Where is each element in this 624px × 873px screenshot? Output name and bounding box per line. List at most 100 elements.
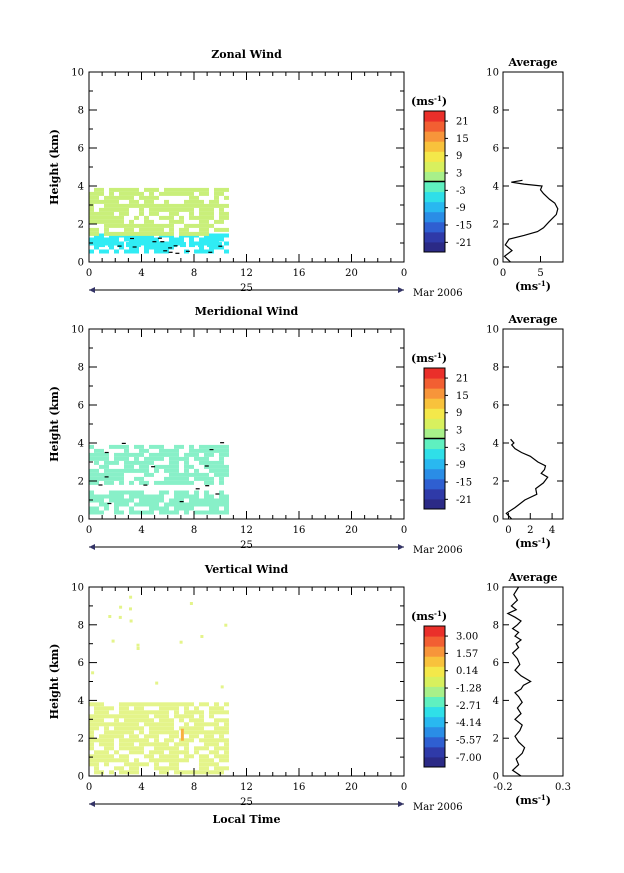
heatmap-cell <box>154 502 159 507</box>
colorbar-tick-label: 3 <box>456 169 462 180</box>
heatmap-cell <box>169 215 174 220</box>
heatmap-cell <box>184 468 189 473</box>
heatmap-cell <box>144 754 149 759</box>
heatmap-cell <box>153 242 159 248</box>
heatmap-cell <box>144 219 149 224</box>
heatmap-cell <box>154 498 159 503</box>
heatmap-cell <box>179 476 184 481</box>
heatmap-cell <box>169 480 174 485</box>
heatmap-cell <box>164 766 169 771</box>
heatmap-cell <box>94 199 99 204</box>
colorbar-segment <box>424 201 445 213</box>
heatmap-cell <box>129 187 134 192</box>
heatmap-cell <box>194 490 199 495</box>
heatmap-cell <box>109 714 114 719</box>
date-bar-arrow <box>398 544 404 550</box>
heatmap-cell <box>214 444 219 449</box>
heatmap-cell <box>184 510 189 515</box>
heatmap-cell <box>119 468 124 473</box>
heatmap-cell <box>124 502 129 507</box>
heatmap-cell <box>209 460 214 465</box>
heatmap-cell <box>224 249 229 254</box>
heatmap-cell <box>199 203 204 208</box>
heatmap-cell <box>104 734 109 739</box>
heatmap-cell <box>159 770 164 775</box>
heatmap-cell <box>94 460 99 465</box>
heatmap-cell <box>94 702 99 707</box>
month-label: Mar 2006 <box>413 802 463 813</box>
y-tick-label: 8 <box>78 620 84 631</box>
heatmap-cell <box>114 490 119 495</box>
x-axis-label: Local Time <box>213 813 281 826</box>
heatmap-cell <box>174 211 179 216</box>
heatmap-cell <box>104 480 109 485</box>
colorbar-tick-label: -15 <box>456 478 472 489</box>
heatmap-cell <box>134 502 139 507</box>
profile-x-tick-label: 5 <box>537 268 543 279</box>
heatmap-cell <box>124 742 129 747</box>
heatmap-cell <box>109 199 114 204</box>
heatmap-cell <box>204 498 209 503</box>
heatmap-cell <box>149 231 154 236</box>
heatmap-cell <box>204 207 209 212</box>
x-tick-label: 4 <box>138 268 144 279</box>
day-label: 25 <box>240 797 253 808</box>
heatmap-cell <box>204 702 209 707</box>
profile-frame <box>502 328 564 520</box>
heatmap-cell <box>194 726 199 731</box>
heatmap-cell <box>184 506 189 511</box>
heatmap-cell <box>179 758 184 763</box>
heatmap-cell <box>219 245 224 250</box>
profile-y-tick-label: 8 <box>493 620 499 631</box>
heatmap-cell <box>179 494 184 499</box>
heatmap-cell <box>129 227 134 232</box>
heatmap-cell <box>119 476 124 481</box>
heatmap-cell <box>164 710 169 715</box>
heatmap-cell <box>129 718 134 723</box>
heatmap-cell <box>119 770 124 775</box>
contour-mark <box>209 449 214 451</box>
heatmap-cell <box>134 223 139 228</box>
heatmap-cell <box>179 506 184 511</box>
heatmap-cell <box>184 472 189 477</box>
heatmap-cell <box>219 770 224 775</box>
heatmap-cell <box>114 726 119 731</box>
heatmap-cell <box>214 227 219 232</box>
heatmap-cell <box>179 770 184 775</box>
colorbar <box>424 368 445 510</box>
heatmap-cell <box>154 480 159 485</box>
heatmap-cell <box>159 448 164 453</box>
heatmap-cell <box>184 476 189 481</box>
heatmap-cell <box>99 722 104 727</box>
heatmap-cell <box>174 734 179 739</box>
heatmap-cell <box>224 506 229 511</box>
heatmap-cell <box>154 211 159 216</box>
heatmap-cell <box>174 714 179 719</box>
heatmap-cell <box>204 215 209 220</box>
heatmap-cell <box>124 498 129 503</box>
heatmap-cell <box>204 766 209 771</box>
heatmap-cell <box>164 480 169 485</box>
heatmap-cell <box>194 734 199 739</box>
heatmap-cell <box>109 460 114 465</box>
y-tick-label: 2 <box>78 220 84 231</box>
profile-y-tick-label: 4 <box>493 182 499 193</box>
heatmap-cell <box>109 203 114 208</box>
heatmap-cell <box>109 211 114 216</box>
heatmap-cell <box>89 490 94 495</box>
heatmap-cell <box>209 237 214 242</box>
colorbar-segment <box>424 438 445 450</box>
heatmap-cell <box>144 199 149 204</box>
heatmap-cell <box>154 714 159 719</box>
colorbar-segment <box>424 626 445 637</box>
heatmap-cell <box>155 681 159 685</box>
y-axis-label: Height (km) <box>48 386 61 462</box>
heatmap-cells <box>89 187 229 254</box>
heatmap-cell <box>209 215 214 220</box>
heatmap-cell <box>89 714 94 719</box>
heatmap-cell <box>200 635 204 638</box>
heatmap-cell <box>154 245 159 250</box>
heatmap-cell <box>184 502 189 507</box>
heatmap-cell <box>144 480 149 485</box>
colorbar-segment <box>424 478 445 490</box>
